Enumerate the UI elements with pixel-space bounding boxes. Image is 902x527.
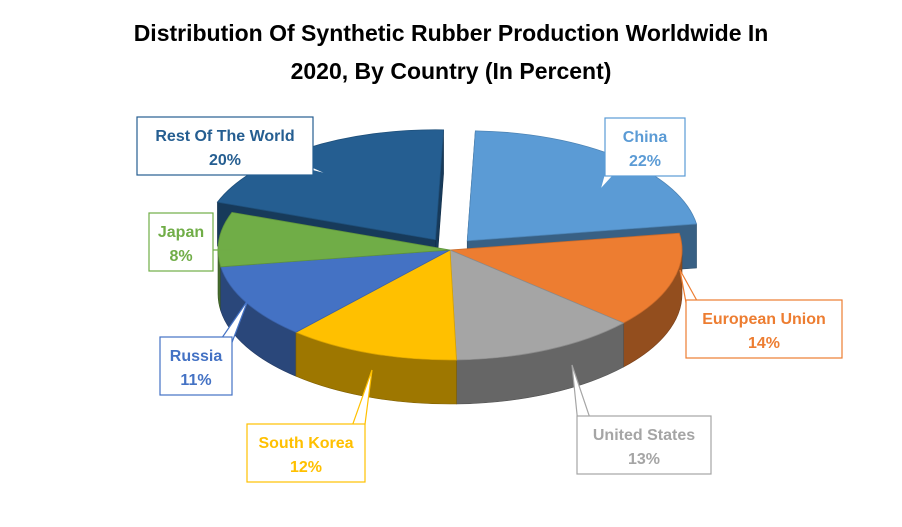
pie-slice-united-states	[449, 249, 625, 361]
callout-box	[148, 212, 214, 272]
data-label-rest-of-the-world: Rest Of The World 20%	[136, 116, 331, 176]
callout-label: South Korea	[258, 435, 353, 452]
callout-box	[576, 415, 712, 475]
data-label-south-korea: South Korea 12%	[246, 369, 373, 483]
pie-slice-japan	[217, 211, 451, 268]
callout-box	[246, 423, 366, 483]
callout-value: 12%	[290, 459, 322, 476]
callout-label: Rest Of The World	[155, 128, 294, 145]
callout-label: United States	[593, 427, 695, 444]
data-labels: China 22% European Union 14% United States 13…	[136, 116, 843, 483]
callout-value: 22%	[629, 153, 661, 170]
pie-slice-european-union	[449, 232, 683, 324]
callout-value: 11%	[180, 372, 211, 389]
callout-value: 8%	[169, 248, 192, 265]
chart-title-line-2: 2020, By Country (In Percent)	[290, 58, 612, 84]
callout-label: Russia	[170, 348, 223, 365]
callout-box	[159, 336, 233, 396]
callout-label: European Union	[702, 311, 826, 328]
callout-box	[136, 116, 314, 176]
data-label-japan: Japan 8%	[148, 212, 232, 272]
data-label-china: China 22%	[599, 117, 686, 191]
callout-label: Japan	[158, 224, 204, 241]
callout-value: 13%	[628, 451, 660, 468]
callout-label: China	[623, 129, 668, 146]
callout-box	[685, 299, 843, 359]
chart-title-line-1: Distribution Of Synthetic Rubber Product…	[133, 20, 769, 46]
data-label-russia: Russia 11%	[159, 299, 249, 396]
chart-title: Distribution Of Synthetic Rubber Product…	[0, 14, 902, 90]
pie-slice-south-korea	[295, 249, 457, 361]
callout-box	[604, 117, 686, 177]
callout-value: 14%	[748, 335, 780, 352]
callout-value: 20%	[209, 152, 241, 169]
data-label-united-states: United States 13%	[571, 364, 712, 475]
data-label-european-union: European Union 14%	[679, 269, 843, 359]
pie-tops	[216, 129, 698, 361]
